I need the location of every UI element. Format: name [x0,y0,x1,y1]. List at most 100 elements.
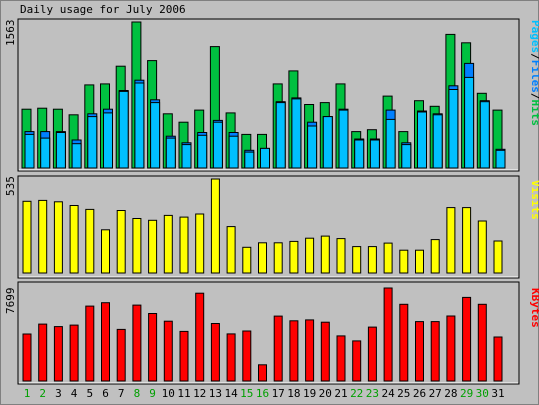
pages-bar-day-10 [165,137,176,169]
kbytes-bar-day-26 [415,321,424,382]
day-label-14: 14 [224,387,238,400]
legend-slash-2: / [529,93,539,100]
pages-bar-day-27 [432,114,443,169]
kbytes-bar-day-4 [69,324,79,382]
day-label-9: 9 [149,387,156,400]
pages-bar-day-29 [464,76,475,169]
pages-bar-day-19 [307,125,318,169]
day-label-1: 1 [24,387,31,400]
pages-bar-day-25 [401,144,412,169]
pages-bar-day-4 [71,143,82,169]
pages-bar-day-24 [385,118,396,169]
day-label-21: 21 [334,387,347,400]
kbytes-bar-day-22 [352,340,362,382]
visits-bar-day-24 [383,242,393,274]
visits-bar-day-17 [273,242,283,274]
day-label-25: 25 [397,387,410,400]
kbytes-bar-day-27 [430,321,440,382]
visits-bar-day-14 [226,226,236,274]
pages-bar-day-18 [291,98,302,169]
visits-bar-day-27 [430,239,440,274]
day-label-24: 24 [381,387,395,400]
day-label-26: 26 [413,387,426,400]
kbytes-bar-day-23 [367,326,377,382]
kbytes-bar-day-19 [305,319,315,382]
visits-bar-day-30 [477,220,487,274]
hits-ymax-label: 1563 [4,20,17,47]
day-label-6: 6 [102,387,109,400]
pages-bar-day-1 [24,133,35,169]
kbytes-bar-day-16 [258,364,267,382]
day-label-10: 10 [162,387,175,400]
day-label-27: 27 [429,387,442,400]
visits-bar-day-16 [258,242,267,274]
pages-bar-day-2 [40,137,51,169]
day-label-15: 15 [240,387,253,400]
kbytes-bar-day-9 [148,313,158,382]
day-label-23: 23 [366,387,379,400]
visits-bar-day-25 [399,249,409,274]
hits-panel-legend: Pages/Files/Hits [529,20,539,126]
visits-bar-day-29 [462,207,472,274]
kbytes-bar-day-1 [22,333,32,382]
day-label-28: 28 [444,387,457,400]
pages-bar-day-8 [134,82,145,169]
kbytes-bar-day-20 [320,321,330,382]
visits-bar-day-28 [446,207,456,274]
day-label-12: 12 [193,387,206,400]
pages-bar-day-30 [479,101,490,169]
kbytes-bar-day-7 [116,328,126,382]
visits-bar-day-13 [210,178,220,274]
day-label-4: 4 [71,387,78,400]
legend-slash-1: / [529,53,539,60]
kbytes-bar-day-24 [383,287,393,382]
legend-hits: Hits [529,100,539,127]
kbytes-bar-day-3 [53,326,63,382]
kbytes-bar-day-10 [163,320,173,382]
kbytes-bar-day-8 [132,304,142,382]
pages-bar-day-26 [417,111,427,169]
pages-bar-day-17 [275,102,286,169]
chart-title: Daily usage for July 2006 [20,3,186,16]
pages-bar-day-9 [150,102,161,169]
visits-bar-day-21 [336,238,346,274]
kbytes-bar-day-11 [179,330,189,382]
day-labels: 1 2 3 4 5 6 7 8 9 10 11 12 13 14 15 16 17 18 19 20 21 22 23 24 2… [24,387,505,400]
day-label-20: 20 [319,387,332,400]
pages-bar-day-31 [495,149,506,169]
visits-bar-day-9 [148,219,158,274]
kbytes-bar-day-15 [242,330,252,382]
pages-bar-day-14 [228,135,239,169]
kbytes-bar-day-28 [446,315,456,382]
visits-bar-day-31 [493,240,503,274]
kbytes-bar-day-18 [289,320,299,382]
day-label-18: 18 [287,387,300,400]
visits-bar-day-2 [38,199,48,274]
visits-bar-day-10 [163,214,173,274]
kbytes-bars [22,287,503,382]
kbytes-bar-day-31 [493,336,503,382]
day-label-16: 16 [256,387,269,400]
visits-bars [22,178,503,274]
pages-bar-day-5 [87,116,98,169]
visits-bar-day-19 [305,237,315,274]
visits-bar-day-26 [415,249,424,274]
visits-bar-day-20 [320,235,330,274]
visits-bar-day-22 [352,246,362,274]
visits-bar-day-8 [132,218,142,274]
pages-bar-day-28 [448,89,459,169]
pages-bar-day-20 [322,116,333,169]
visits-bar-day-18 [289,240,299,274]
visits-bar-day-1 [22,200,32,274]
pages-bar-day-7 [118,90,129,169]
pages-bar-day-13 [212,121,223,169]
hits-files-pages-bars [21,21,506,169]
pages-bar-day-16 [260,147,270,169]
kbytes-bar-day-6 [101,302,110,382]
visits-bar-day-11 [179,216,189,274]
day-label-3: 3 [55,387,62,400]
kbytes-bar-day-12 [195,292,205,382]
kbytes-bar-day-25 [399,303,409,382]
kbytes-bar-day-14 [226,333,236,382]
